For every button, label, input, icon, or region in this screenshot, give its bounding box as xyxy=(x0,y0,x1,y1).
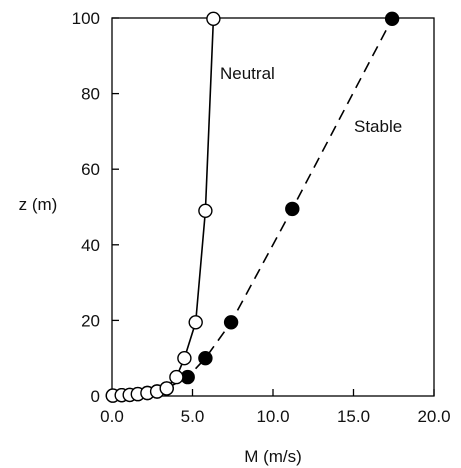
series-layer xyxy=(105,11,400,403)
x-axis-title: M (m/s) xyxy=(244,447,302,466)
series-label-stable: Stable xyxy=(354,117,402,136)
data-point-neutral xyxy=(188,315,203,330)
data-point-neutral xyxy=(169,369,184,385)
series-label-neutral: Neutral xyxy=(220,64,275,83)
data-point-stable xyxy=(285,201,300,217)
y-tick-label: 80 xyxy=(81,85,100,104)
x-axis: 0.0 5.0 10.0 15.0 20.0 xyxy=(100,389,451,426)
y-tick-label: 40 xyxy=(81,236,100,255)
data-point-neutral xyxy=(159,381,174,396)
y-tick-label: 0 xyxy=(91,387,100,406)
data-point-neutral xyxy=(206,11,221,26)
y-tick-label: 100 xyxy=(72,9,100,28)
data-point-neutral xyxy=(198,203,213,219)
y-tick-label: 20 xyxy=(81,311,100,330)
x-tick-label: 0.0 xyxy=(100,407,124,426)
data-point-stable xyxy=(384,11,400,26)
x-tick-label: 20.0 xyxy=(417,407,450,426)
x-tick-label: 15.0 xyxy=(337,407,370,426)
data-point-neutral xyxy=(177,351,192,366)
series-line-neutral xyxy=(112,18,215,397)
data-point-stable xyxy=(223,315,239,330)
y-axis: 0 20 40 60 80 100 xyxy=(72,9,119,406)
y-axis-title: z (m) xyxy=(19,195,58,214)
x-tick-label: 5.0 xyxy=(181,407,205,426)
y-tick-label: 60 xyxy=(81,160,100,179)
series-line-stable xyxy=(112,18,393,397)
x-tick-label: 10.0 xyxy=(256,407,289,426)
data-point-stable xyxy=(198,351,213,366)
